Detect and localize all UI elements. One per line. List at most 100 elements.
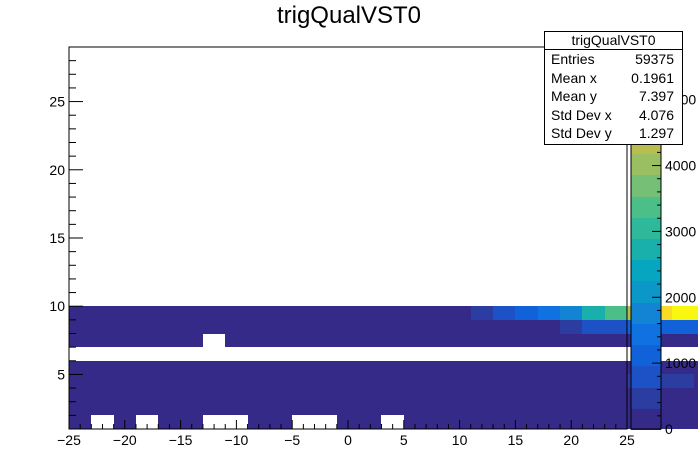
stats-label: Mean x [551,69,597,86]
histogram-bins [69,306,698,429]
palette-swatch [631,302,661,324]
histogram-bin [315,374,337,388]
histogram-bin [158,415,181,429]
histogram-bin [181,306,203,320]
histogram-bin [471,306,493,320]
stats-value: 1.297 [638,125,674,141]
histogram-bin [582,334,605,347]
histogram-bin [448,306,471,320]
histogram-bin [672,374,694,388]
histogram-bin [694,415,698,429]
histogram-bin [605,361,627,374]
histogram-bin [315,320,337,334]
histogram-bin [225,388,248,402]
x-tick-label: −20 [113,432,137,448]
histogram-bin [292,306,315,320]
z-tick-label: 1000 [665,355,696,371]
histogram-bin [158,320,181,334]
histogram-bin [538,361,560,374]
z-tick-label: 3000 [665,223,696,239]
x-tick-label: −25 [57,432,81,448]
histogram-bin [292,361,315,374]
histogram-bin [315,388,337,402]
histogram-bin [404,320,426,334]
histogram-bin [694,388,698,402]
histogram-bin [292,374,315,388]
stats-row: Mean y 7.397 [545,87,682,106]
histogram-bin [538,306,560,320]
histogram-bin [448,402,471,415]
histogram-bin [69,361,91,374]
histogram-bin [91,361,114,374]
histogram-bin [471,361,493,374]
histogram-bin [426,320,448,334]
histogram-bin [493,320,515,334]
histogram-bin [270,361,292,374]
histogram-bin [538,320,560,334]
histogram-bin [448,361,471,374]
histogram-bin [91,334,114,347]
histogram-bin [225,374,248,388]
histogram-bin [225,334,248,347]
histogram-bin [248,320,270,334]
histogram-bin [493,361,515,374]
histogram-bin [448,374,471,388]
histogram-bin [538,388,560,402]
histogram-bin [248,374,270,388]
histogram-bin [114,361,136,374]
palette-swatch [631,259,661,281]
histogram-bin [225,306,248,320]
histogram-bin [493,306,515,320]
histogram-bin [381,361,404,374]
palette-swatch [631,408,661,430]
z-axis: 010002000300040005000 [652,46,696,437]
palette-swatch [631,344,661,366]
histogram-bin [538,374,560,388]
histogram-bin [381,402,404,415]
stats-value: 59375 [635,51,674,67]
histogram-bin [404,306,426,320]
histogram-bin [471,374,493,388]
y-tick-label: 20 [49,162,65,178]
histogram-bin [471,320,493,334]
histogram-bin [672,361,694,374]
histogram-bin [114,320,136,334]
histogram-bin [158,402,181,415]
histogram-bin [181,374,203,388]
histogram-bin [404,361,426,374]
histogram-bin [582,320,605,334]
histogram-bin [203,402,225,415]
histogram-bin [270,415,292,429]
histogram-bin [114,306,136,320]
histogram-bin [538,334,560,347]
histogram-bin [136,320,158,334]
histogram-bin [515,402,538,415]
histogram-bin [381,388,404,402]
histogram-bin [582,388,605,402]
histogram-bin [582,306,605,320]
palette-swatch [631,238,661,260]
histogram-bin [270,388,292,402]
y-axis: 5 10 15 20 25 [49,46,83,430]
histogram-bin [605,402,627,415]
histogram-bin [404,388,426,402]
histogram-bin [672,388,694,402]
histogram-bin [471,334,493,347]
histogram-bin [560,361,582,374]
histogram-bin [672,402,694,415]
histogram-bin [248,361,270,374]
histogram-bin [471,402,493,415]
y-tick-label: 15 [49,230,65,246]
histogram-bin [270,306,292,320]
histogram-bin [136,306,158,320]
x-tick-label: −10 [225,432,249,448]
histogram-bin [694,402,698,415]
stats-value: 7.397 [638,88,674,104]
histogram-bin [248,334,270,347]
histogram-bin [114,374,136,388]
histogram-bin [560,374,582,388]
histogram-bin [404,334,426,347]
histogram-bin [158,374,181,388]
histogram-bin [225,320,248,334]
histogram-bin [181,334,203,347]
